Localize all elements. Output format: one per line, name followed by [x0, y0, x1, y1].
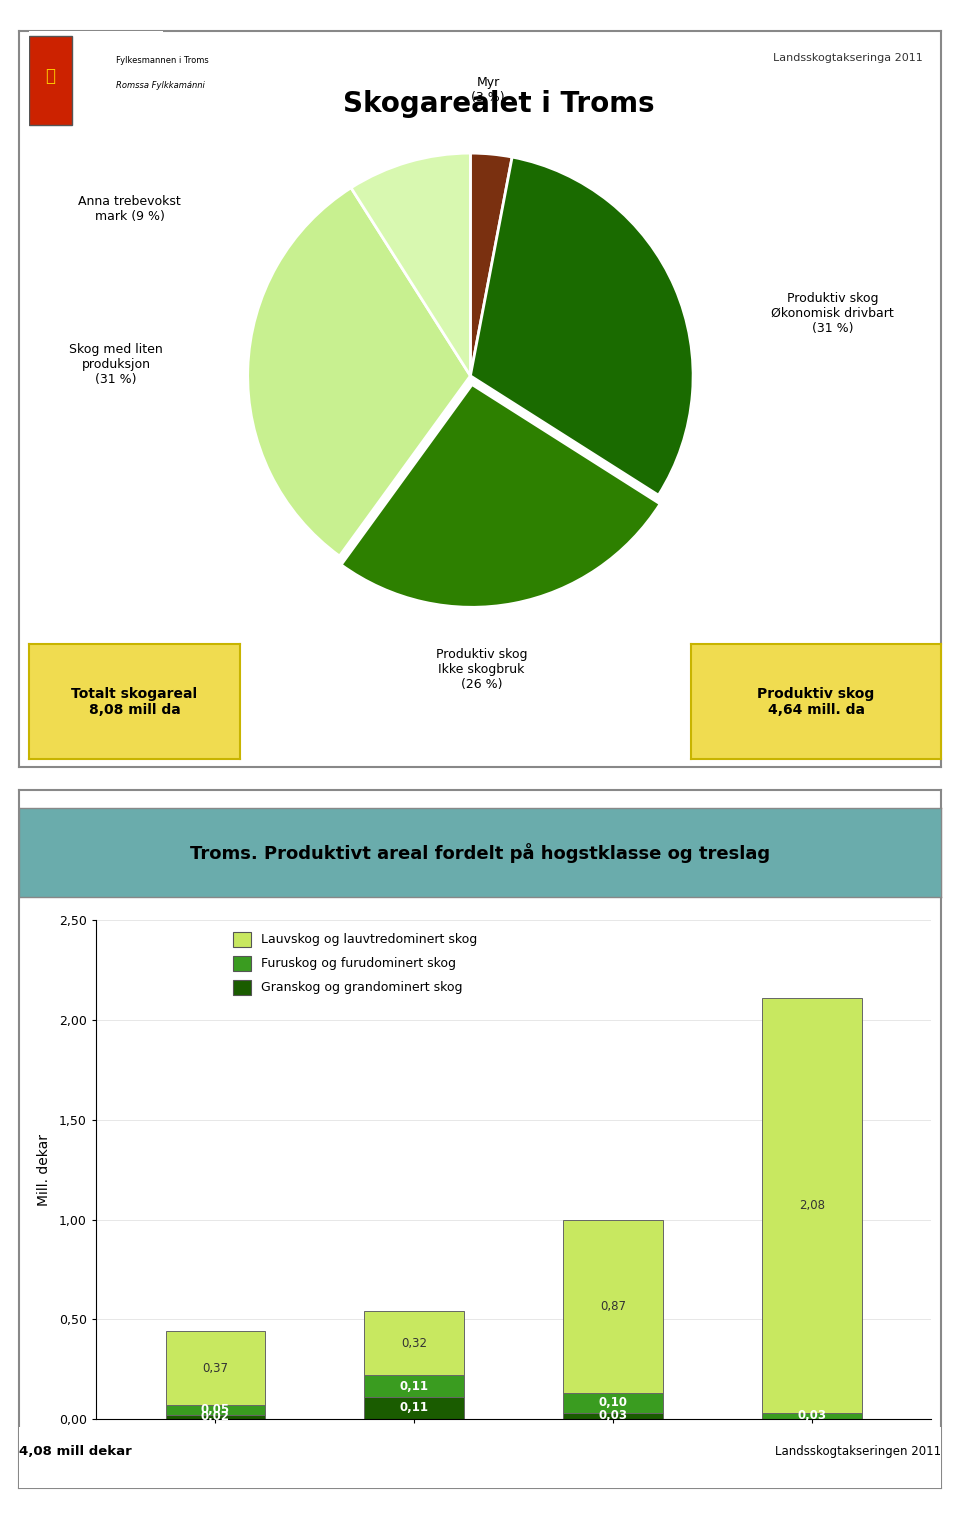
Bar [564, 1220, 662, 1393]
Text: 0,03: 0,03 [598, 1410, 628, 1422]
Text: Totalt skogareal
8,08 mill da: Totalt skogareal 8,08 mill da [71, 687, 198, 716]
Bar [165, 1332, 265, 1405]
Text: Troms. Produktivt areal fordelt på hogstklasse og treslag: Troms. Produktivt areal fordelt på hogst… [190, 842, 770, 864]
Text: Produktiv skog
Økonomisk drivbart
(31 %): Produktiv skog Økonomisk drivbart (31 %) [771, 291, 894, 334]
Text: Landsskogtakseringen 2011: Landsskogtakseringen 2011 [775, 1445, 941, 1457]
Text: 0,37: 0,37 [203, 1362, 228, 1374]
Text: 0,11: 0,11 [399, 1402, 429, 1414]
Text: Anna trebevokst
mark (9 %): Anna trebevokst mark (9 %) [78, 195, 180, 222]
Wedge shape [351, 153, 470, 376]
X-axis label: Hogstklasse: Hogstklasse [468, 1448, 560, 1463]
Y-axis label: Mill. dekar: Mill. dekar [36, 1134, 51, 1206]
Text: 0,03: 0,03 [798, 1410, 827, 1422]
Text: 0,11: 0,11 [399, 1379, 429, 1393]
Bar [365, 1397, 464, 1419]
Bar [564, 1413, 662, 1419]
Bar [165, 1414, 265, 1419]
Text: Skog med liten
produksjon
(31 %): Skog med liten produksjon (31 %) [69, 344, 163, 387]
Text: 0,05: 0,05 [201, 1404, 229, 1416]
Text: 0,02: 0,02 [201, 1410, 229, 1424]
Text: Skogarealet i Troms: Skogarealet i Troms [343, 89, 655, 118]
Text: Romssa Fylkkamánni: Romssa Fylkkamánni [116, 80, 205, 89]
Text: Produktiv skog
Ikke skogbruk
(26 %): Produktiv skog Ikke skogbruk (26 %) [436, 647, 527, 690]
Bar [365, 1312, 464, 1374]
Text: 0,10: 0,10 [598, 1396, 628, 1410]
Wedge shape [248, 187, 470, 555]
Wedge shape [470, 153, 512, 376]
Bar [762, 1413, 861, 1419]
Bar [564, 1393, 662, 1413]
Bar [762, 999, 861, 1413]
Legend: Lauvskog og lauvtredominert skog, Furuskog og furudominert skog, Granskog og gra: Lauvskog og lauvtredominert skog, Furusk… [228, 927, 483, 1000]
Text: 0,87: 0,87 [600, 1299, 626, 1313]
Text: Fylkesmannen i Troms: Fylkesmannen i Troms [116, 55, 209, 64]
Bar [365, 1374, 464, 1397]
Text: 2,08: 2,08 [799, 1200, 825, 1212]
Wedge shape [341, 385, 660, 607]
Text: Myr
(3 %): Myr (3 %) [471, 77, 505, 104]
Text: 🦁: 🦁 [45, 66, 56, 84]
Text: 0,32: 0,32 [401, 1336, 427, 1350]
Bar [165, 1405, 265, 1414]
FancyBboxPatch shape [29, 35, 72, 126]
Text: 4,08 mill dekar: 4,08 mill dekar [19, 1445, 132, 1457]
Wedge shape [470, 156, 693, 495]
Text: Produktiv skog
4,64 mill. da: Produktiv skog 4,64 mill. da [757, 687, 875, 716]
Text: Landsskogtakseringa 2011: Landsskogtakseringa 2011 [773, 52, 923, 63]
